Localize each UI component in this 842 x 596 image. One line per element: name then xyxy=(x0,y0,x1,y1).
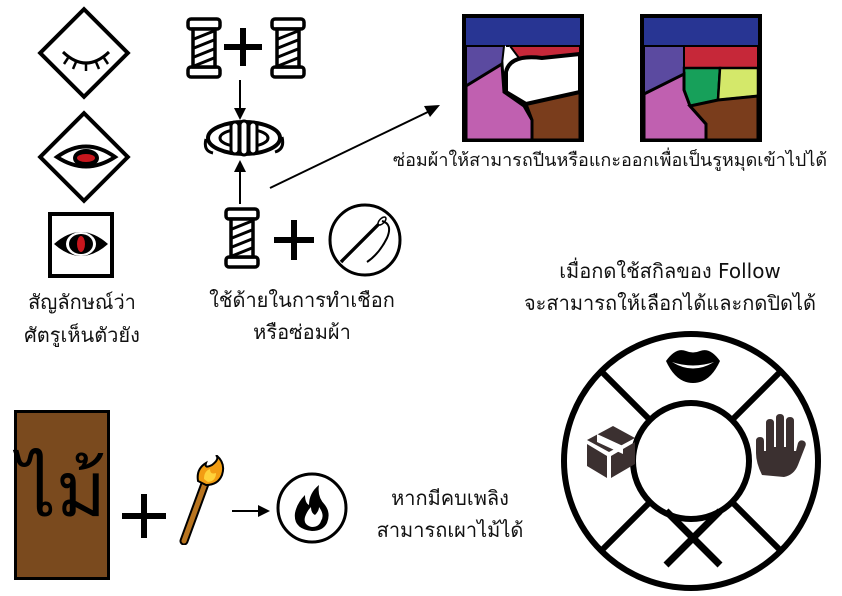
needle-icon xyxy=(327,202,403,278)
box-icon[interactable] xyxy=(583,420,639,480)
arrow-down-icon xyxy=(233,80,247,120)
fire-icon xyxy=(275,471,349,545)
eye-open-icon xyxy=(50,224,112,264)
eye-closed-icon xyxy=(57,40,115,74)
thread-spool-icon xyxy=(270,17,306,79)
follow-caption-line2: จะสามารถให้เลือกได้และกดปิดได้ xyxy=(523,291,817,315)
thread-caption-line2: หรือซ่อมผ้า xyxy=(253,320,351,344)
plus-icon xyxy=(224,28,262,66)
thread-spool-icon xyxy=(224,207,260,269)
wood-caption-line1: หากมีคบเพลิง xyxy=(391,486,509,510)
plus-icon xyxy=(274,220,314,260)
arrow-up-icon xyxy=(233,160,247,204)
thread-caption-line1: ใช้ด้ายในการทำเชือก xyxy=(209,288,395,312)
mouth-icon[interactable] xyxy=(664,345,722,385)
arrow-right-icon xyxy=(232,504,270,518)
enemy-watch-caption-line2: ศัตรูเห็นตัวยัง xyxy=(24,323,140,347)
eye-half-icon xyxy=(53,138,119,176)
rope-coil-icon xyxy=(203,117,285,159)
cloth-patch-repaired-icon xyxy=(640,14,762,142)
torch-icon xyxy=(176,455,228,545)
wood-block xyxy=(14,410,110,580)
wood-caption-line2: สามารถเผาไม้ได้ xyxy=(376,518,524,542)
cancel-x-icon[interactable] xyxy=(660,505,726,571)
arrow-to-cloth-icon xyxy=(266,100,446,192)
cloth-caption: ซ่อมผ้าให้สามารถปีนหรือแกะออกเพื่อเป็นรู… xyxy=(392,150,828,171)
follow-skill-wheel xyxy=(560,330,822,592)
wood-label: ไม้ xyxy=(17,445,107,534)
hand-icon[interactable] xyxy=(752,413,808,479)
thread-spool-icon xyxy=(186,17,222,79)
enemy-watch-caption-line1: สัญลักษณ์ว่า xyxy=(28,290,136,314)
plus-icon xyxy=(122,494,166,538)
follow-caption-line1: เมื่อกดใช้สกิลของ Follow xyxy=(559,259,781,283)
cloth-patch-torn-icon xyxy=(462,14,584,142)
